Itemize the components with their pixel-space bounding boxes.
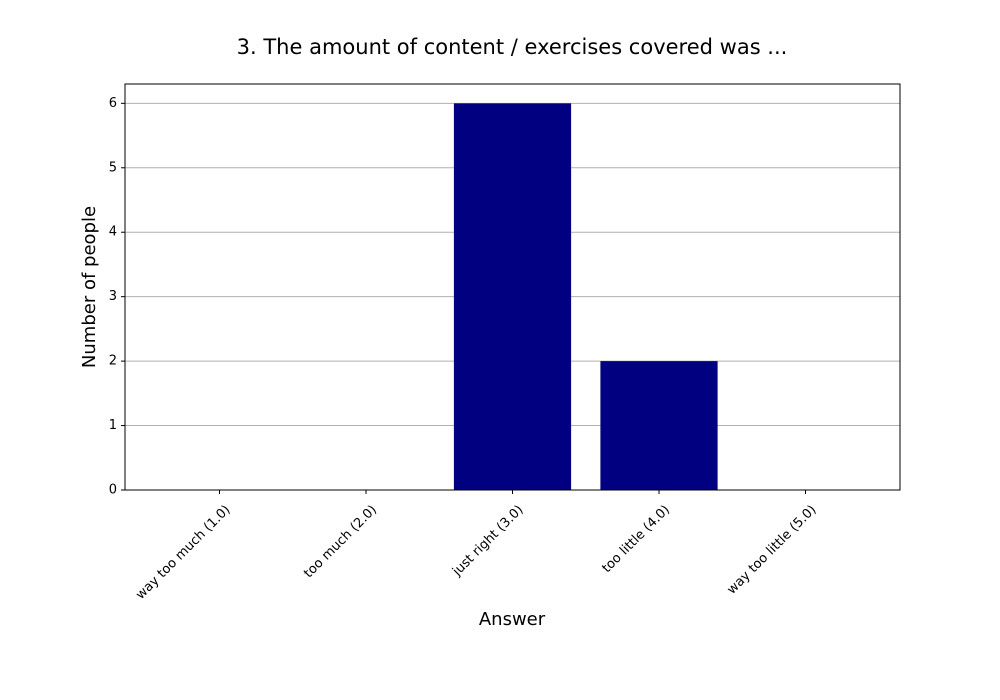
axes-frame (124, 83, 901, 491)
bar (600, 361, 718, 490)
x-axis-label: Answer (479, 609, 546, 630)
y-tick-label: 4 (109, 225, 117, 240)
y-axis-label: Number of people (79, 206, 100, 368)
bar (453, 103, 572, 490)
y-tick-label: 6 (109, 96, 117, 111)
y-tick-label: 5 (109, 160, 117, 175)
y-tick-label: 2 (109, 354, 117, 369)
y-tick-label: 1 (109, 418, 117, 433)
y-tick-label: 3 (109, 289, 117, 304)
y-tick-label: 0 (109, 483, 117, 498)
chart-title: 3. The amount of content / exercises cov… (237, 35, 788, 59)
